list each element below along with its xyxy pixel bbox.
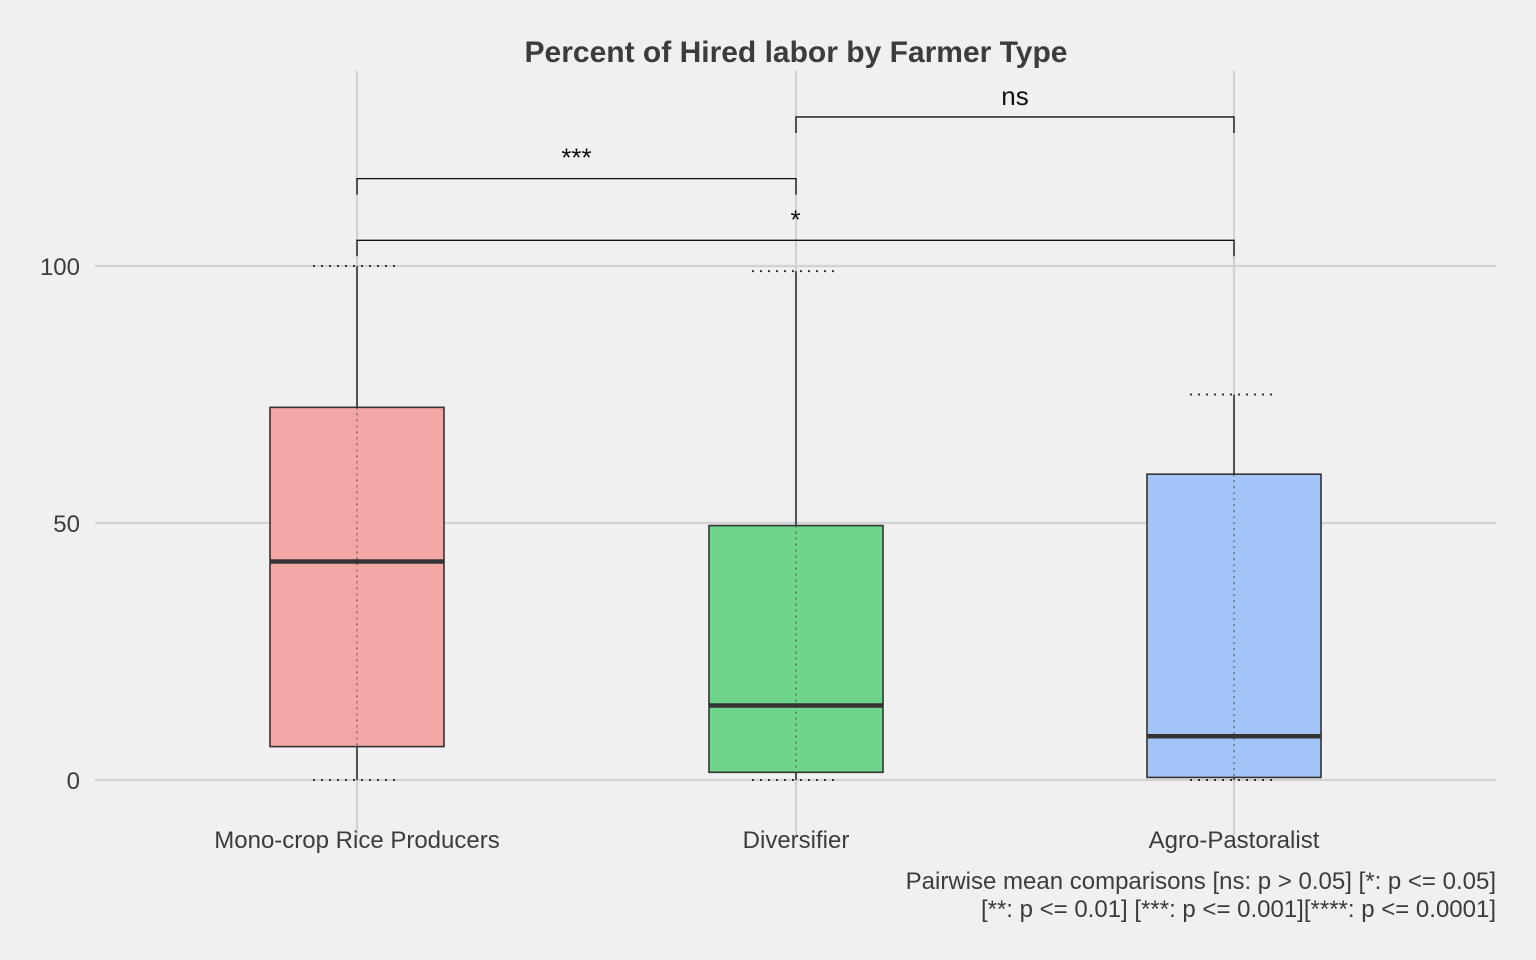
chart-title: Percent of Hired labor by Farmer Type — [525, 36, 1068, 69]
bracket-line — [356, 177, 797, 195]
box-group-2 — [1146, 393, 1322, 781]
bracket-line — [795, 116, 1235, 133]
y-tick-label-100: 100 — [40, 254, 80, 281]
x-tick-label-0: Mono-crop Rice Producers — [214, 827, 499, 854]
significance-bracket-1: ns — [795, 81, 1235, 133]
caption-line-2: [**: p <= 0.01] [***: p <= 0.001][****: … — [981, 896, 1496, 923]
significance-layer: *** ns * — [356, 81, 1235, 257]
box-layer — [269, 265, 1322, 781]
y-tick-label-50: 50 — [53, 511, 80, 538]
significance-label: ns — [1001, 81, 1028, 111]
significance-bracket-0: *** — [356, 143, 797, 195]
box-group-1 — [708, 270, 884, 781]
x-tick-label-1: Diversifier — [743, 827, 850, 854]
box-group-0 — [269, 265, 445, 781]
bracket-line — [356, 239, 1235, 257]
x-tick-label-2: Agro-Pastoralist — [1149, 827, 1320, 854]
significance-label: * — [790, 204, 800, 234]
axis-layer: 0 50 100 Mono-crop Rice Producers Diversifie… — [40, 254, 1320, 854]
caption-line-1: Pairwise mean comparisons [ns: p > 0.05]… — [906, 868, 1496, 895]
y-tick-label-0: 0 — [67, 768, 80, 795]
significance-label: *** — [561, 143, 591, 173]
significance-bracket-2: * — [356, 204, 1235, 257]
